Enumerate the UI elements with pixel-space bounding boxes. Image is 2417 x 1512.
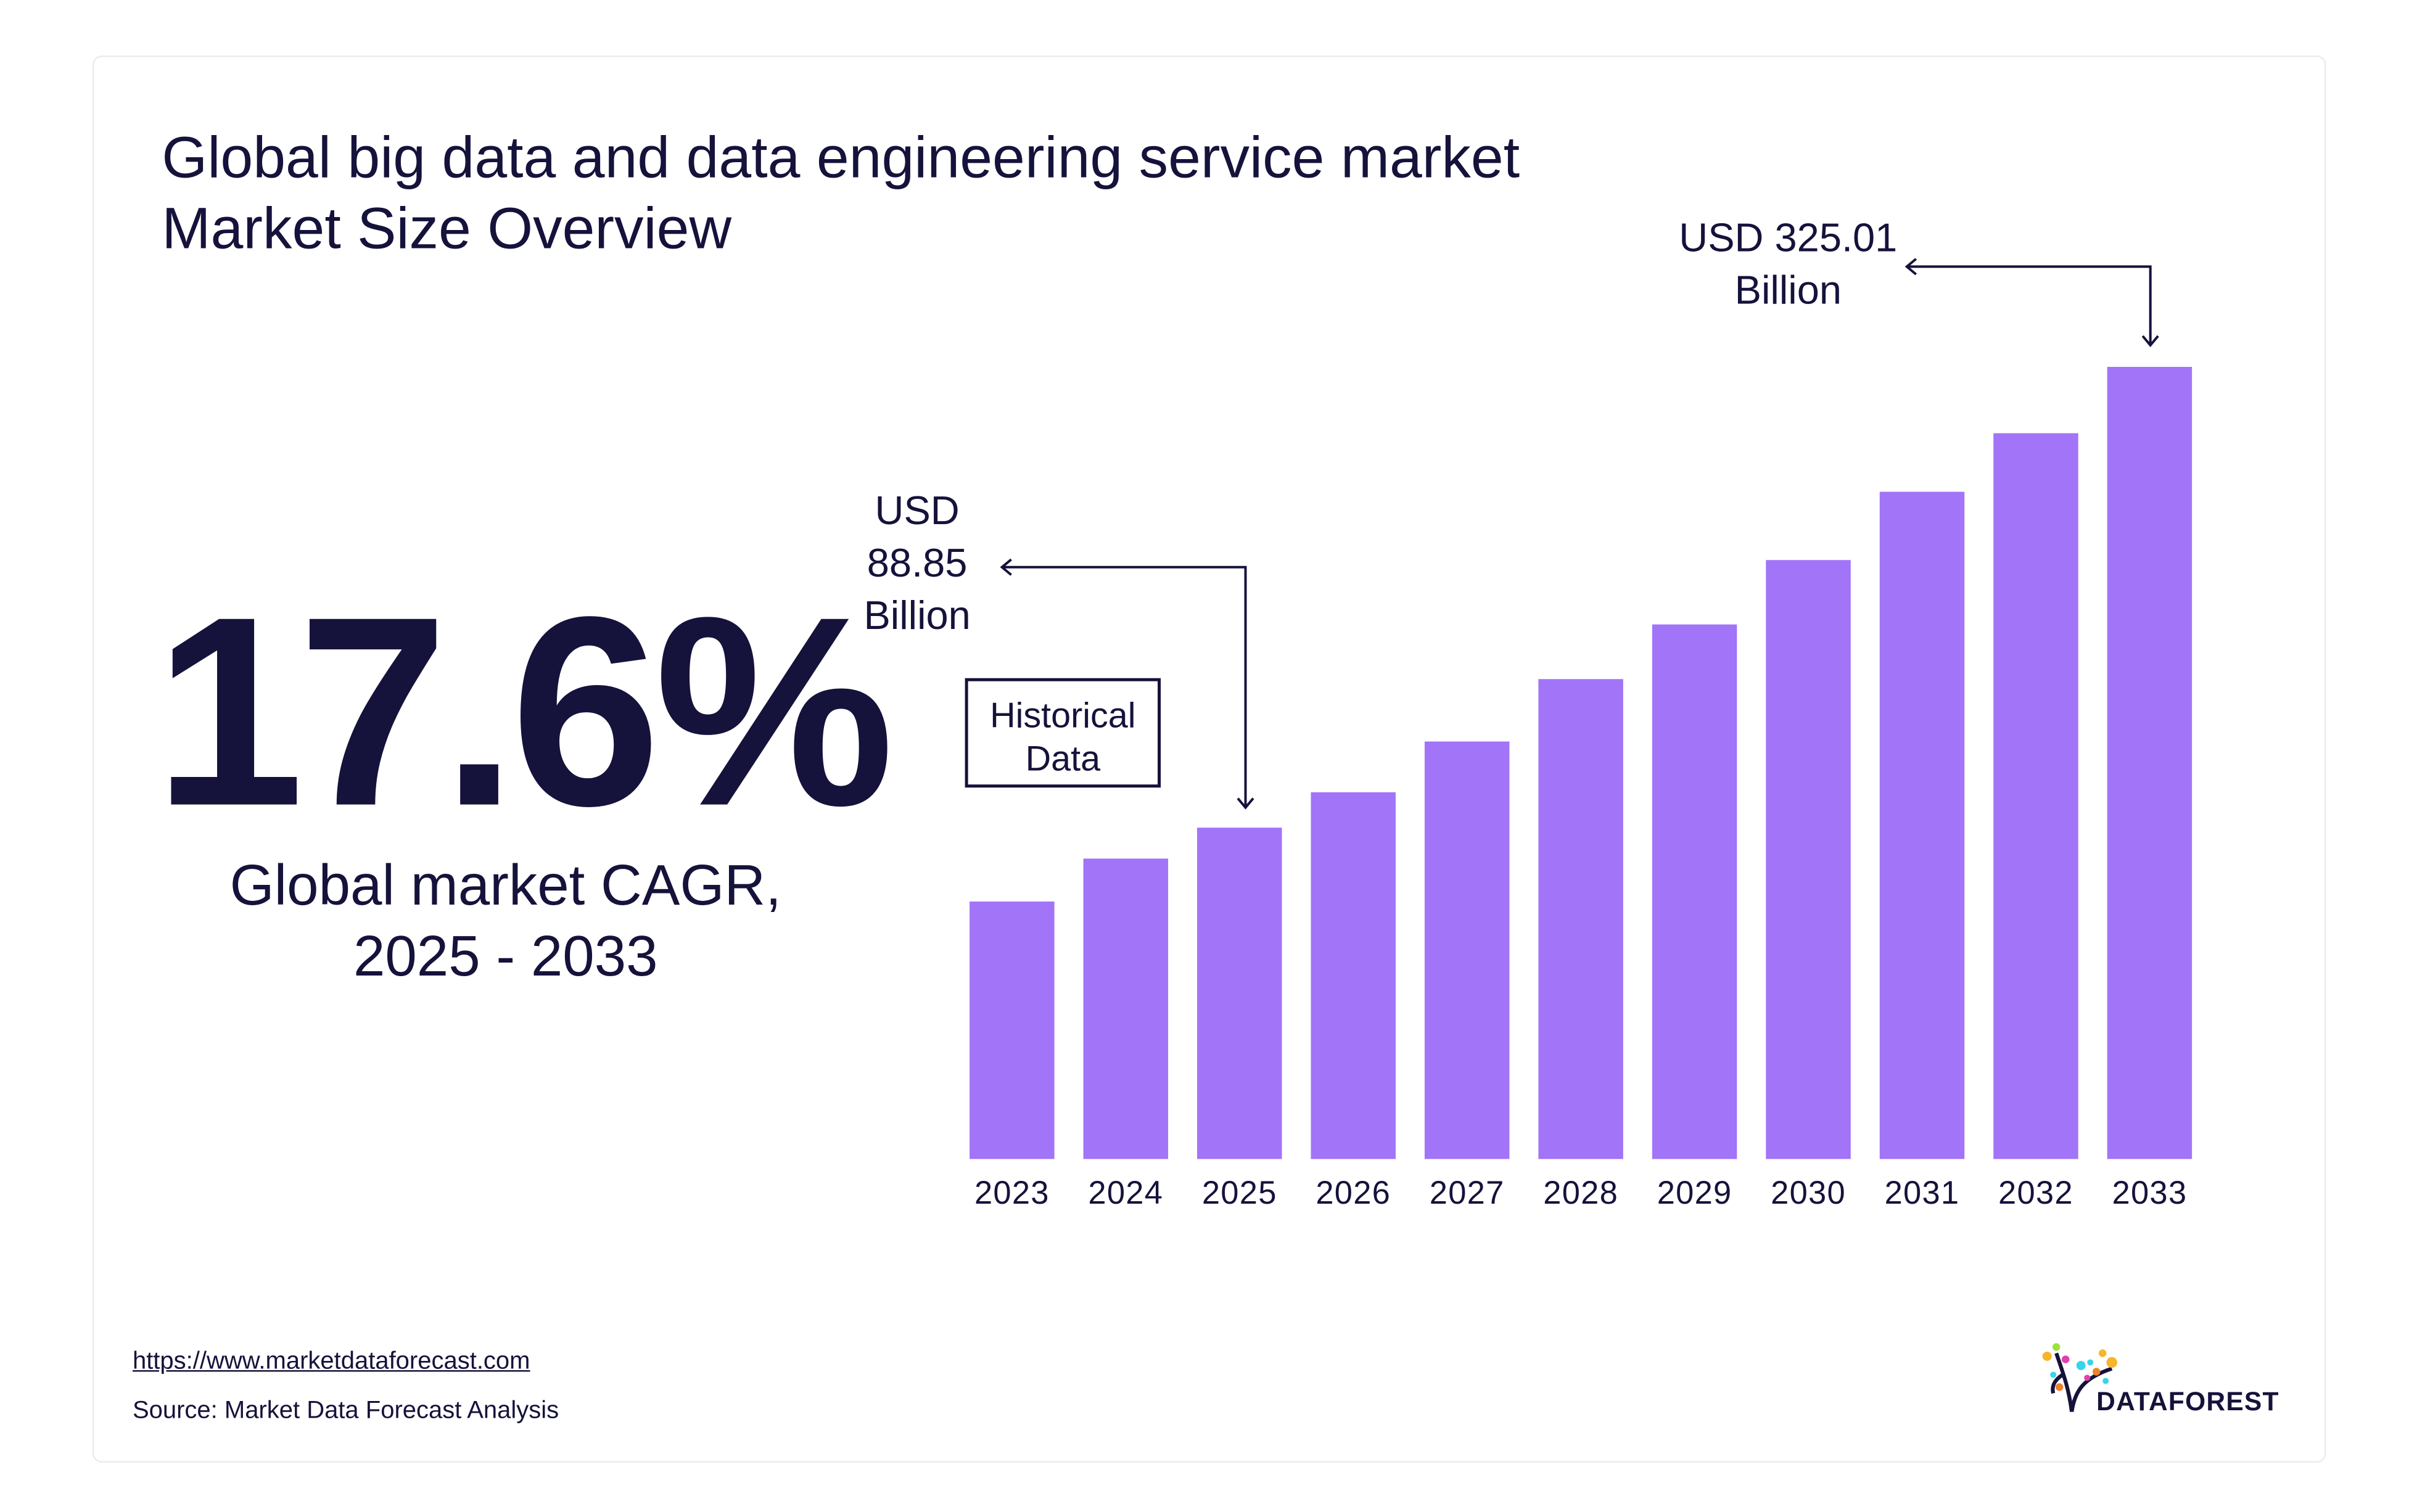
bar-2024 bbox=[1083, 858, 1169, 1159]
cagr-label-line-1: Global market CAGR, bbox=[229, 853, 781, 918]
source-link[interactable]: https://www.marketdataforecast.com bbox=[132, 1348, 530, 1375]
bar-2032 bbox=[1993, 433, 2078, 1159]
x-tick-label: 2031 bbox=[1884, 1176, 1960, 1212]
annotation-arrow-2025 bbox=[1000, 558, 1254, 810]
x-tick-label: 2024 bbox=[1088, 1176, 1164, 1212]
annotation-text: 88.85 bbox=[867, 539, 968, 586]
title-line-1: Global big data and data engineering ser… bbox=[162, 126, 1520, 191]
bar-2027 bbox=[1424, 741, 1510, 1159]
cagr-label: Global market CAGR, 2025 - 2033 bbox=[182, 851, 830, 993]
bar-2029 bbox=[1652, 624, 1737, 1159]
annotation-2025: USD 88.85 Billion bbox=[840, 484, 994, 641]
bar-2030 bbox=[1766, 560, 1851, 1159]
historical-label: Historical bbox=[990, 695, 1136, 736]
x-tick-label: 2023 bbox=[974, 1176, 1050, 1212]
bar-2031 bbox=[1879, 491, 1965, 1159]
title-line-2: Market Size Overview bbox=[162, 197, 732, 262]
chart-title: Global big data and data engineering ser… bbox=[162, 123, 1520, 265]
annotation-text: USD bbox=[875, 487, 960, 533]
bar-2023 bbox=[970, 901, 1055, 1159]
annotation-text: USD 325.01 bbox=[1679, 214, 1898, 261]
bar-2025 bbox=[1197, 828, 1282, 1159]
dataforest-logo: DATAFOREST bbox=[2038, 1341, 2278, 1418]
historical-label: Data bbox=[1025, 738, 1101, 779]
x-tick-label: 2029 bbox=[1657, 1176, 1732, 1212]
annotation-text: Billion bbox=[1734, 266, 1842, 313]
x-tick-label: 2028 bbox=[1543, 1176, 1619, 1212]
x-tick-label: 2027 bbox=[1429, 1176, 1505, 1212]
source-text: Source: Market Data Forecast Analysis bbox=[132, 1397, 559, 1424]
x-tick-label: 2030 bbox=[1771, 1176, 1846, 1212]
tree-logo-icon bbox=[2042, 1343, 2117, 1412]
annotation-2033: USD 325.01 Billion bbox=[1649, 211, 1927, 316]
bar-2033 bbox=[2107, 366, 2193, 1159]
cagr-label-line-2: 2025 - 2033 bbox=[353, 924, 658, 988]
bar-2026 bbox=[1311, 792, 1396, 1159]
logo-text: DATAFOREST bbox=[2096, 1387, 2279, 1416]
x-tick-label: 2025 bbox=[1201, 1176, 1277, 1212]
x-tick-label: 2033 bbox=[2112, 1176, 2188, 1212]
cagr-value: 17.6% bbox=[154, 562, 894, 863]
historical-data-box: Historical Data bbox=[965, 678, 1161, 788]
x-tick-label: 2026 bbox=[1316, 1176, 1391, 1212]
annotation-text: Billion bbox=[863, 591, 971, 638]
annotation-arrow-2033 bbox=[1904, 258, 2159, 347]
bar-2028 bbox=[1538, 679, 1623, 1159]
x-tick-label: 2032 bbox=[1998, 1176, 2073, 1212]
